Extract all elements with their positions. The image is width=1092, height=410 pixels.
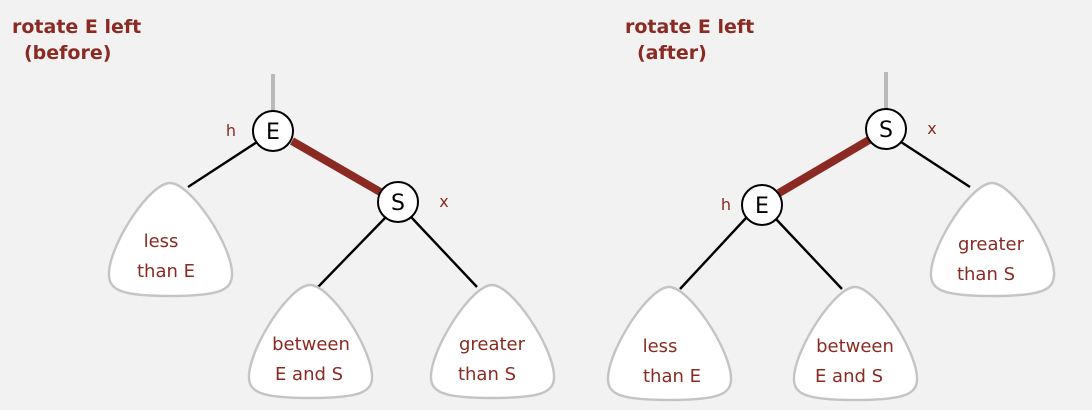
node-s — [377, 181, 419, 223]
subtree-less-label-1: less — [144, 231, 179, 252]
node-e — [252, 110, 294, 152]
node-s-key: S — [879, 118, 893, 143]
edge-e-between — [774, 217, 843, 290]
before-title-line2: (before) — [24, 42, 112, 64]
edge-s-greater — [900, 140, 971, 189]
node-e-key: E — [266, 120, 280, 145]
before-tree: less than E between E and S greater than… — [107, 74, 556, 400]
subtree-between-label-1: between — [272, 334, 350, 355]
subtree-greater-than-s — [429, 283, 556, 400]
after-title: rotate E left (after) — [625, 14, 754, 66]
x-label: x — [927, 119, 936, 138]
subtree-greater-label-2: than S — [458, 364, 516, 385]
subtree-less-label-1: less — [643, 336, 678, 357]
edge-s-between — [317, 216, 387, 288]
node-s-key: S — [391, 191, 405, 216]
before-title: rotate E left (before) — [12, 14, 141, 66]
subtree-greater-label-1: greater — [459, 334, 526, 355]
subtree-between-e-and-s — [247, 283, 374, 400]
after-tree: greater than S less than E between E and… — [606, 72, 1056, 402]
subtree-greater-label-1: greater — [958, 234, 1025, 255]
after-title-line2: (after) — [637, 42, 707, 64]
subtree-between-label-2: E and S — [275, 364, 343, 385]
h-label: h — [226, 121, 236, 140]
x-label: x — [439, 192, 448, 211]
node-s — [865, 108, 907, 150]
after-title-line1: rotate E left — [625, 16, 755, 38]
node-e — [741, 184, 783, 226]
before-title-line1: rotate E left — [12, 16, 142, 38]
node-e-key: E — [755, 194, 769, 219]
subtree-greater-label-2: than S — [957, 264, 1015, 285]
subtree-between-e-and-s — [792, 285, 919, 402]
subtree-less-than-e — [107, 181, 234, 298]
subtree-less-than-e — [606, 285, 733, 402]
subtree-greater-than-s — [929, 181, 1056, 298]
subtree-between-label-1: between — [816, 336, 894, 357]
h-label: h — [721, 195, 731, 214]
subtree-between-label-2: E and S — [815, 366, 883, 387]
edge-e-less — [679, 217, 747, 290]
rotated-link — [289, 137, 385, 197]
subtree-less-label-2: than E — [643, 366, 701, 387]
edge-e-less — [187, 140, 258, 189]
rotated-link — [776, 136, 872, 197]
subtree-less-label-2: than E — [137, 261, 195, 282]
edge-s-greater — [410, 216, 478, 288]
